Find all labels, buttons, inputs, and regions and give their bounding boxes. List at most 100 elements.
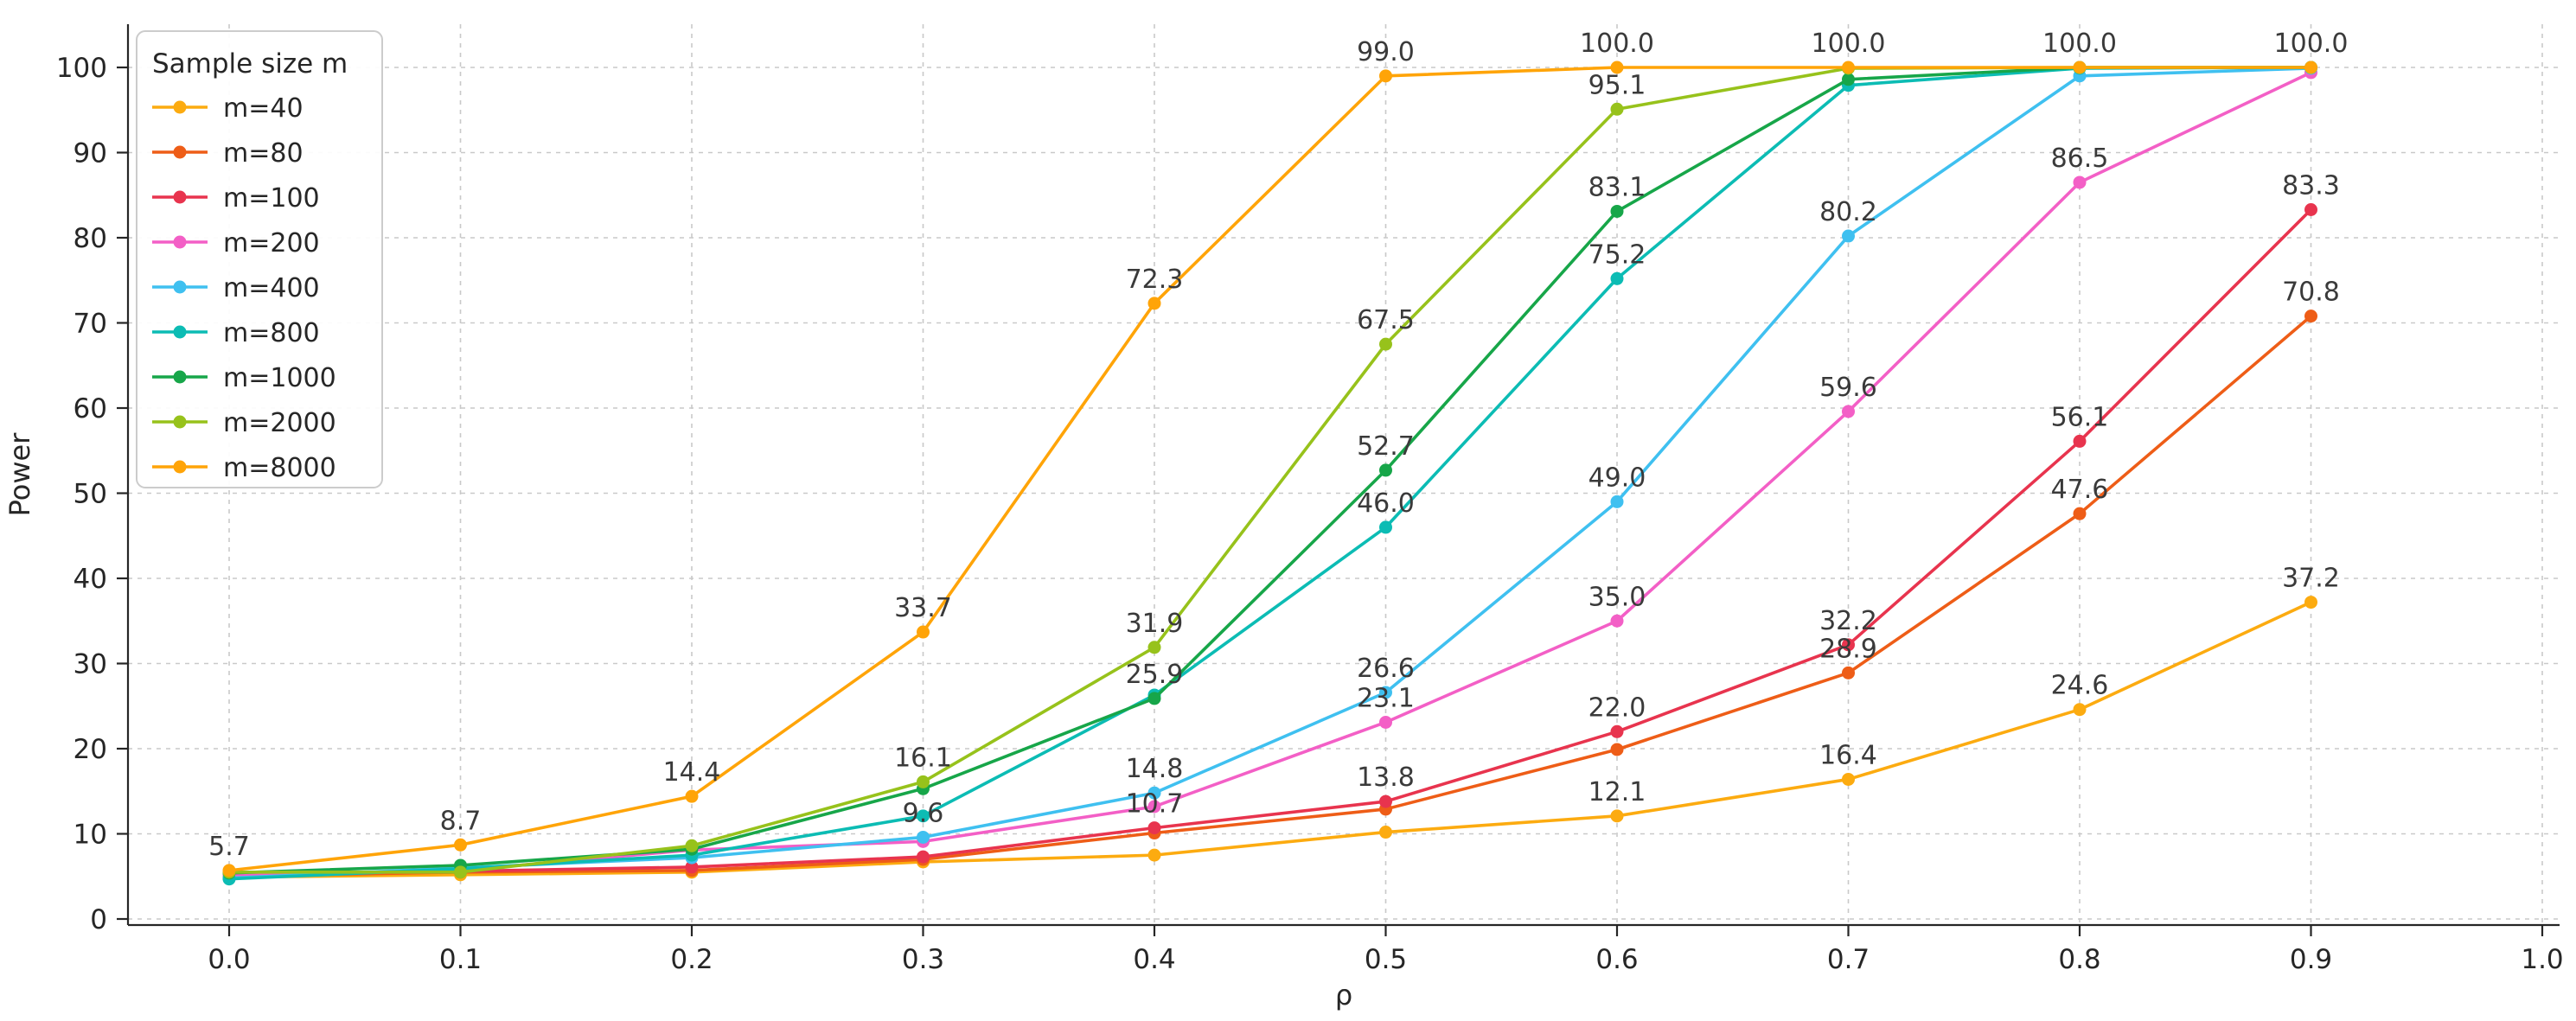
data-point [1147, 641, 1161, 654]
legend-item-label: m=1000 [223, 363, 336, 393]
legend-item-label: m=400 [223, 273, 320, 303]
series-m-80 [222, 309, 2317, 884]
legend-swatch-marker [173, 190, 187, 204]
legend-item-m-40: m=40 [152, 93, 304, 124]
data-label: 59.6 [1819, 373, 1877, 403]
y-tick-label: 100 [56, 53, 107, 84]
legend-item-label: m=100 [223, 183, 320, 214]
data-point [685, 860, 699, 874]
data-label: 80.2 [1819, 197, 1877, 227]
legend-title: Sample size m [152, 48, 348, 80]
data-point [917, 775, 930, 788]
data-point [1842, 61, 1855, 74]
legend-item-m-100: m=100 [152, 183, 320, 214]
data-point [1379, 337, 1392, 351]
data-point [1842, 666, 1855, 680]
data-point [1147, 786, 1161, 800]
legend-item-label: m=8000 [223, 453, 336, 483]
legend-swatch-marker [173, 370, 187, 384]
data-point [1379, 686, 1392, 699]
legend-item-label: m=2000 [223, 408, 336, 438]
data-point [1379, 715, 1392, 729]
series-line [227, 207, 2313, 876]
tick-labels: 0.0 0.1 0.2 0.3 0.4 0.5 0.6 0.7 0.8 0.9 1.0 0 10 20 30… [56, 53, 2564, 975]
data-point [1379, 826, 1392, 839]
data-label: 28.9 [1819, 634, 1877, 664]
data-point [1610, 614, 1624, 628]
data-point [454, 865, 467, 879]
data-label: 10.7 [1126, 789, 1184, 820]
data-label: 5.7 [208, 832, 250, 862]
legend-item-m-200: m=200 [152, 228, 320, 258]
data-point [1147, 848, 1161, 862]
data-point [685, 839, 699, 852]
legend-swatch-marker [173, 325, 187, 339]
series-m-100 [222, 202, 2317, 881]
data-point [1610, 271, 1624, 285]
data-label: 14.8 [1126, 754, 1184, 784]
data-label: 70.8 [2282, 278, 2340, 308]
data-label: 8.7 [440, 806, 482, 836]
data-label: 99.0 [1357, 37, 1415, 67]
series-line [227, 66, 2313, 881]
data-label: 56.1 [2051, 402, 2109, 432]
x-tick-label: 0.1 [439, 944, 482, 975]
x-tick-label: 1.0 [2521, 944, 2563, 975]
data-label: 86.5 [2051, 144, 2109, 174]
y-tick-label: 50 [74, 479, 107, 510]
data-label: 26.6 [1357, 654, 1415, 684]
data-point [1379, 69, 1392, 83]
x-tick-label: 0.8 [2058, 944, 2100, 975]
data-point [1842, 405, 1855, 418]
legend-swatch-marker [173, 280, 187, 294]
data-point [1610, 495, 1624, 508]
data-point [1147, 297, 1161, 310]
data-label: 22.0 [1588, 692, 1646, 723]
data-label: 16.1 [894, 743, 952, 773]
data-label: 47.6 [2051, 475, 2109, 505]
x-tick-label: 0.4 [1133, 944, 1175, 975]
data-label: 46.0 [1357, 488, 1415, 519]
data-point [2073, 507, 2087, 520]
data-label: 35.0 [1588, 582, 1646, 612]
data-label: 49.0 [1588, 463, 1646, 493]
data-point [1379, 520, 1392, 534]
data-label: 100.0 [1580, 29, 1654, 59]
legend-item-m-80: m=80 [152, 138, 304, 169]
y-tick-label: 10 [74, 820, 107, 851]
y-tick-label: 20 [74, 734, 107, 765]
legend-swatch-marker [173, 100, 187, 114]
data-label: 16.4 [1819, 740, 1877, 770]
data-point [2304, 202, 2317, 216]
data-point [2073, 61, 2087, 74]
data-point [1379, 794, 1392, 808]
data-label: 83.3 [2282, 170, 2340, 201]
data-label: 23.1 [1357, 683, 1415, 713]
data-point [1842, 73, 1855, 86]
data-point [1379, 463, 1392, 477]
data-point [917, 625, 930, 639]
legend-item-label: m=40 [223, 93, 304, 124]
data-label: 31.9 [1126, 609, 1184, 639]
y-axis-label: Power [3, 432, 36, 517]
series-m-400 [222, 61, 2317, 885]
data-point [2073, 434, 2087, 448]
legend-item-m-400: m=400 [152, 273, 320, 303]
x-tick-label: 0.9 [2290, 944, 2332, 975]
legend-item-m-8000: m=8000 [152, 453, 336, 483]
x-tick-label: 0.5 [1365, 944, 1407, 975]
data-label: 100.0 [2274, 29, 2349, 59]
data-label: 24.6 [2051, 671, 2109, 701]
data-label: 83.1 [1588, 172, 1646, 202]
data-label: 32.2 [1819, 606, 1877, 636]
x-tick-label: 0.2 [670, 944, 713, 975]
data-point [2073, 175, 2087, 189]
y-tick-label: 90 [74, 138, 107, 169]
legend: Sample size m m=40 m=80 m=100 m=200 m=400 m=80… [136, 30, 383, 488]
legend-item-m-1000: m=1000 [152, 363, 336, 393]
legend-item-label: m=80 [223, 138, 304, 169]
series-m-40 [222, 596, 2317, 884]
x-tick-label: 0.0 [208, 944, 250, 975]
grid-lines [128, 24, 2560, 925]
